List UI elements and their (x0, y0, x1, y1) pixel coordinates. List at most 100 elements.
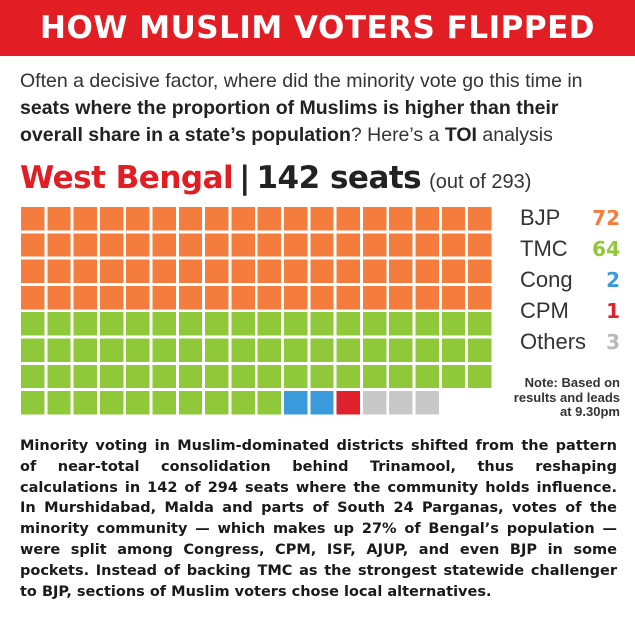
chart-heading: West Bengal | 142 seats (out of 293) (20, 160, 531, 200)
seat-cell-tmc (362, 364, 387, 389)
seat-cell-bjp (415, 259, 439, 283)
seat-cell-bjp (441, 207, 466, 231)
seat-cell-bjp (47, 259, 71, 283)
seat-cell-bjp (205, 259, 229, 283)
seat-cell-tmc (47, 364, 71, 389)
legend-label: BJP (520, 204, 561, 230)
state-name: West Bengal (20, 160, 234, 196)
legend-label: CPM (520, 297, 569, 323)
seat-cell-tmc (415, 364, 439, 389)
legend-item-cpm: CPM 1 (520, 295, 620, 326)
intro-text-3: analysis (476, 124, 553, 146)
seat-cell-bjp (362, 233, 387, 257)
legend-value: 1 (606, 298, 620, 323)
seat-cell-bjp (47, 207, 71, 231)
seat-cell-tmc (389, 364, 413, 389)
seat-cell-tmc (73, 391, 97, 415)
seat-cell-tmc (152, 364, 176, 389)
banner-title: HOW MUSLIM VOTERS FLIPPED (40, 10, 595, 46)
seat-cell-bjp (362, 259, 387, 283)
seat-cell-tmc (336, 364, 360, 389)
seat-cell-tmc (415, 312, 439, 336)
seat-cell-tmc (152, 312, 176, 336)
seat-cell-tmc (99, 391, 124, 415)
seat-cell-bjp (99, 259, 124, 283)
seat-cell-tmc (152, 338, 176, 362)
seat-cell-bjp (99, 285, 124, 310)
seat-cell-bjp (126, 259, 150, 283)
seat-cell-bjp (178, 207, 203, 231)
seat-cell-bjp (205, 207, 229, 231)
seat-cell-tmc (468, 312, 492, 336)
seat-cell-tmc (47, 338, 71, 362)
seat-cell-tmc (152, 391, 176, 415)
seat-cell-bjp (73, 207, 97, 231)
seat-cell-tmc (21, 338, 45, 362)
seat-cell-bjp (231, 207, 255, 231)
seat-cell-tmc (257, 391, 282, 415)
intro-text-1: Often a decisive factor, where did the m… (20, 70, 583, 92)
seat-cell-bjp (257, 285, 282, 310)
seat-cell-bjp (47, 285, 71, 310)
seat-cell-bjp (178, 259, 203, 283)
seat-cell-tmc (73, 364, 97, 389)
seat-cell-tmc (336, 338, 360, 362)
seat-cell-tmc (47, 391, 71, 415)
seat-cell-bjp (415, 285, 439, 310)
seat-cell-bjp (73, 285, 97, 310)
legend-value: 3 (606, 329, 620, 354)
seat-cell-bjp (231, 233, 255, 257)
seat-cell-tmc (468, 364, 492, 389)
intro-bold-2: TOI (444, 124, 477, 146)
seat-cell-bjp (178, 285, 203, 310)
seat-cell-tmc (126, 364, 150, 389)
seat-cell-tmc (257, 364, 282, 389)
seat-cell-tmc (441, 364, 466, 389)
seat-cell-bjp (126, 233, 150, 257)
legend-value: 2 (606, 267, 620, 292)
legend-label: Cong (520, 266, 573, 292)
seat-cell-tmc (441, 312, 466, 336)
seat-cell-bjp (362, 207, 387, 231)
seat-cell-tmc (310, 312, 334, 336)
seat-cell-tmc (257, 338, 282, 362)
seat-cell-bjp (468, 285, 492, 310)
seat-cell-bjp (126, 207, 150, 231)
seat-cell-tmc (73, 312, 97, 336)
seat-cell-bjp (336, 285, 360, 310)
seat-cell-bjp (205, 285, 229, 310)
seat-total: (out of 293) (429, 171, 532, 193)
seat-cell-bjp (336, 233, 360, 257)
seat-cell-bjp (336, 207, 360, 231)
seat-cell-tmc (178, 338, 203, 362)
seat-cell-others (362, 391, 387, 415)
chart-note: Note: Based on results and leads at 9.30… (513, 375, 620, 419)
seat-cell-bjp (389, 259, 413, 283)
seat-cell-bjp (47, 233, 71, 257)
seat-cell-cpm (336, 391, 360, 415)
seat-cell-cong (284, 391, 308, 415)
seat-cell-others (389, 391, 413, 415)
seat-cell-bjp (126, 285, 150, 310)
seat-cell-bjp (284, 233, 308, 257)
seat-cell-tmc (389, 338, 413, 362)
seat-cell-tmc (178, 391, 203, 415)
seat-cell-bjp (310, 285, 334, 310)
legend-item-others: Others 3 (520, 326, 620, 357)
seat-cell-tmc (21, 364, 45, 389)
intro-paragraph: Often a decisive factor, where did the m… (20, 68, 625, 149)
seat-cell-tmc (257, 312, 282, 336)
seat-count: 142 seats (256, 160, 422, 196)
seat-cell-tmc (178, 364, 203, 389)
seat-cell-tmc (231, 364, 255, 389)
seat-cell-tmc (73, 338, 97, 362)
seat-cell-bjp (441, 233, 466, 257)
legend-value: 72 (592, 205, 620, 230)
seat-cell-tmc (99, 364, 124, 389)
seat-cell-bjp (231, 259, 255, 283)
legend-value: 64 (592, 236, 620, 261)
seat-cell-tmc (47, 312, 71, 336)
seat-cell-bjp (284, 259, 308, 283)
seat-cell-tmc (205, 338, 229, 362)
seat-cell-tmc (205, 364, 229, 389)
